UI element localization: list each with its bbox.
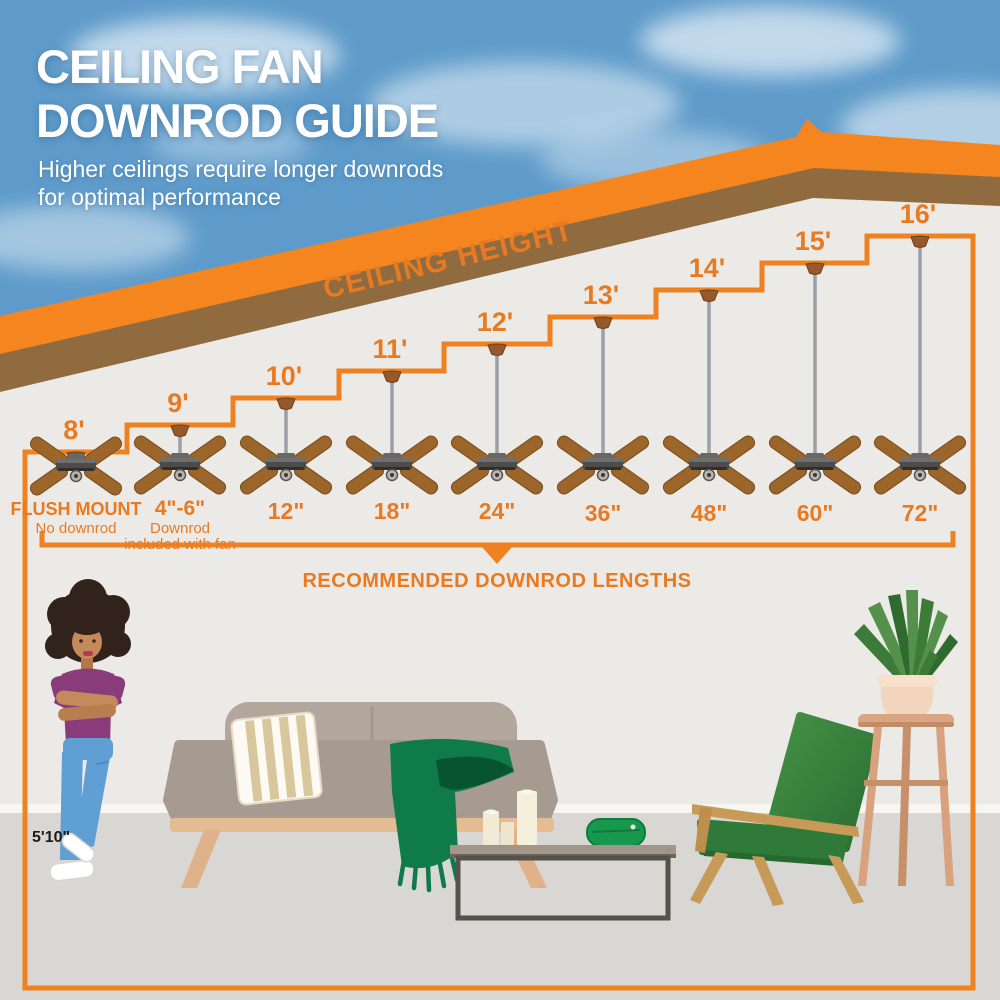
couch [163,702,558,893]
step-label-8ft: 8' [63,415,85,445]
step-label-11ft: 11' [372,334,408,364]
step-label-9ft: 9' [167,388,189,418]
downrod-label-12: 12" [267,498,305,524]
downrod-label-24: 24" [478,498,516,524]
roofline [0,119,1000,392]
title-line2: DOWNROD GUIDE [36,94,439,147]
fan-4-6in [131,424,229,498]
downrod-label-60: 60" [796,500,834,526]
person-height-label: 5'10" [32,829,71,846]
page-title: CEILING FAN DOWNROD GUIDE [36,40,439,148]
fan-18in [343,370,441,498]
shoe [49,859,95,882]
downrod-label-flush: FLUSH MOUNT No downrod [10,499,142,537]
fan-24in [448,343,546,498]
step-label-12ft: 12' [476,307,514,337]
downrod-label-18: 18" [373,498,411,524]
ceiling-fans [27,235,969,499]
plant [854,590,958,688]
step-label-13ft: 13' [582,280,620,310]
title-line1: CEILING FAN [36,40,324,93]
cloud-icon [0,205,190,271]
cloud-icon [640,6,900,76]
down-arrow-icon [482,547,512,564]
throw-blanket [390,738,514,893]
step-label-15ft: 15' [794,226,832,256]
candles [483,789,537,845]
downrod-label-72: 72" [901,500,939,526]
fan-12in [237,397,335,498]
coffee-table [450,789,676,921]
fan-72in [871,235,969,498]
shoe [61,832,96,863]
ceiling-height-step-line [22,233,976,991]
fan-36in [554,316,652,498]
plant-stand [854,590,958,886]
green-box [586,818,646,847]
downrod-label-48: 48" [690,500,728,526]
downrod-bracket [39,531,956,564]
cloud-icon [370,62,680,146]
armchair [690,712,878,906]
downrod-label-4-6: 4"-6" Downrod included with fan [124,497,236,553]
hair [45,579,131,663]
recommended-downrod-lengths-label: RECOMMENDED DOWNROD LENGTHS [302,570,692,592]
cloud-icon [70,18,340,92]
step-label-16ft: 16' [899,199,937,229]
jeans [60,738,113,860]
striped-pillow [230,711,323,806]
step-label-14ft: 14' [688,253,726,283]
step-label-10ft: 10' [265,361,303,391]
fan-48in [660,289,758,498]
page-subtitle: Higher ceilings require longer downrods … [38,156,444,210]
fan-60in [766,262,864,498]
cloud-icon [150,120,310,166]
downrod-label-36: 36" [584,500,622,526]
woman [45,579,131,882]
